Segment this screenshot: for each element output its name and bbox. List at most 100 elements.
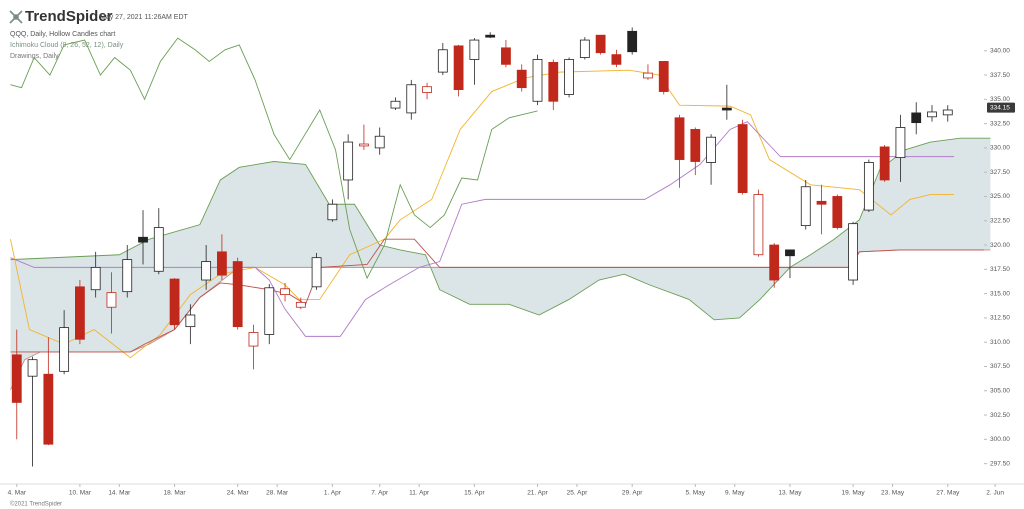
candle-body [264, 287, 275, 335]
x-tick-label: 9. May [725, 490, 745, 497]
candle-body [90, 266, 101, 291]
candle-body [516, 69, 527, 89]
x-tick-label: 13. May [778, 490, 802, 497]
candle-body [374, 135, 385, 149]
candle-body [248, 332, 259, 347]
candle-body [769, 244, 780, 281]
x-tick-label: 2. Jun [986, 490, 1004, 497]
candle-body [311, 257, 322, 288]
cloud-fill [10, 138, 991, 390]
legend-drawings: Drawings, Daily [10, 53, 59, 60]
candle-body [11, 354, 22, 403]
brand: TrendSpider [25, 8, 113, 25]
candle-body [232, 261, 243, 328]
legend-ichimoku: Ichimoku Cloud (9, 26, 52, 12), Daily [10, 42, 124, 49]
candle-body [501, 47, 511, 65]
x-tick-label: 4. Mar [8, 490, 27, 497]
x-tick-label: 27. May [936, 490, 960, 497]
candle-body [927, 111, 937, 118]
candle-body [690, 129, 701, 162]
candle-body [816, 200, 827, 205]
candle-body [706, 136, 716, 163]
candle-body [453, 45, 464, 91]
last-price-label: 334.15 [990, 104, 1010, 111]
candle-body [390, 100, 401, 109]
y-tick-label: 310.00 [990, 339, 1010, 346]
y-tick-label: 315.00 [990, 290, 1010, 297]
y-tick-label: 332.50 [990, 120, 1010, 127]
candle-body [848, 223, 858, 281]
last-price-box [987, 102, 1015, 113]
x-tick-label: 15. Apr [464, 490, 485, 497]
candle-body [185, 314, 196, 328]
candle-body [879, 146, 890, 181]
x-tick-label: 21. Apr [527, 490, 548, 497]
y-tick-label: 330.00 [990, 145, 1010, 152]
candle-body [153, 227, 164, 272]
candle-body [532, 59, 543, 102]
candle-body [627, 30, 638, 53]
y-tick-label: 340.00 [990, 47, 1010, 54]
candle-body [422, 86, 432, 93]
y-tick-label: 302.50 [990, 412, 1010, 419]
x-tick-label: 14. Mar [108, 490, 131, 497]
candle-body [674, 117, 685, 160]
candle-body [737, 124, 748, 193]
candle-body [832, 196, 843, 228]
candle-body [800, 186, 811, 227]
candle-body [59, 327, 70, 372]
y-tick-label: 327.50 [990, 169, 1010, 176]
candle-body [485, 34, 496, 38]
candle-body [548, 62, 559, 102]
candle-body [611, 54, 622, 65]
copyright: ©2021 TrendSpider [10, 501, 62, 508]
candle-body [895, 127, 906, 159]
x-tick-label: 19. May [842, 490, 866, 497]
x-tick-label: 29. Apr [622, 490, 643, 497]
candle-body [327, 203, 338, 221]
candle-body [753, 194, 764, 256]
candle-body [201, 261, 212, 281]
candle-body [406, 84, 417, 114]
candle-body [74, 286, 85, 340]
y-tick-label: 335.00 [990, 96, 1010, 103]
y-tick-label: 312.50 [990, 315, 1010, 322]
indicator-line [10, 37, 538, 280]
candle-body [579, 39, 590, 58]
y-tick-label: 297.50 [990, 460, 1010, 467]
y-tick-label: 307.50 [990, 363, 1010, 370]
cloud-span-a [10, 137, 991, 321]
candle-body [169, 278, 180, 326]
candle-body [863, 162, 874, 211]
candle-body [217, 251, 227, 276]
candle-body [911, 112, 922, 124]
y-tick-label: 300.00 [990, 436, 1010, 443]
candle-body [643, 72, 653, 79]
candle-body [942, 109, 953, 116]
x-tick-label: 7. Apr [371, 490, 389, 497]
y-tick-label: 317.50 [990, 266, 1010, 273]
timestamp: May 27, 2021 11:26AM EDT [100, 14, 189, 21]
candle-body [122, 259, 133, 293]
x-tick-label: 5. May [686, 490, 706, 497]
candle-body [658, 61, 669, 92]
y-tick-label: 322.50 [990, 217, 1010, 224]
candle-body [785, 249, 795, 257]
candle-body [138, 236, 148, 243]
y-tick-label: 337.50 [990, 72, 1010, 79]
y-tick-label: 305.00 [990, 387, 1010, 394]
candle-body [595, 34, 606, 54]
candle-body [280, 288, 290, 295]
x-tick-label: 11. Apr [409, 490, 430, 497]
legend-main: QQQ, Daily, Hollow Candles chart [10, 31, 115, 38]
candle-body [437, 49, 448, 73]
indicator-line [10, 69, 955, 359]
candle-body [343, 141, 354, 181]
x-tick-label: 10. Mar [69, 490, 92, 497]
candle-body [43, 373, 54, 445]
x-tick-label: 24. Mar [227, 490, 250, 497]
x-tick-label: 18. Mar [164, 490, 187, 497]
candle-body [721, 107, 732, 111]
